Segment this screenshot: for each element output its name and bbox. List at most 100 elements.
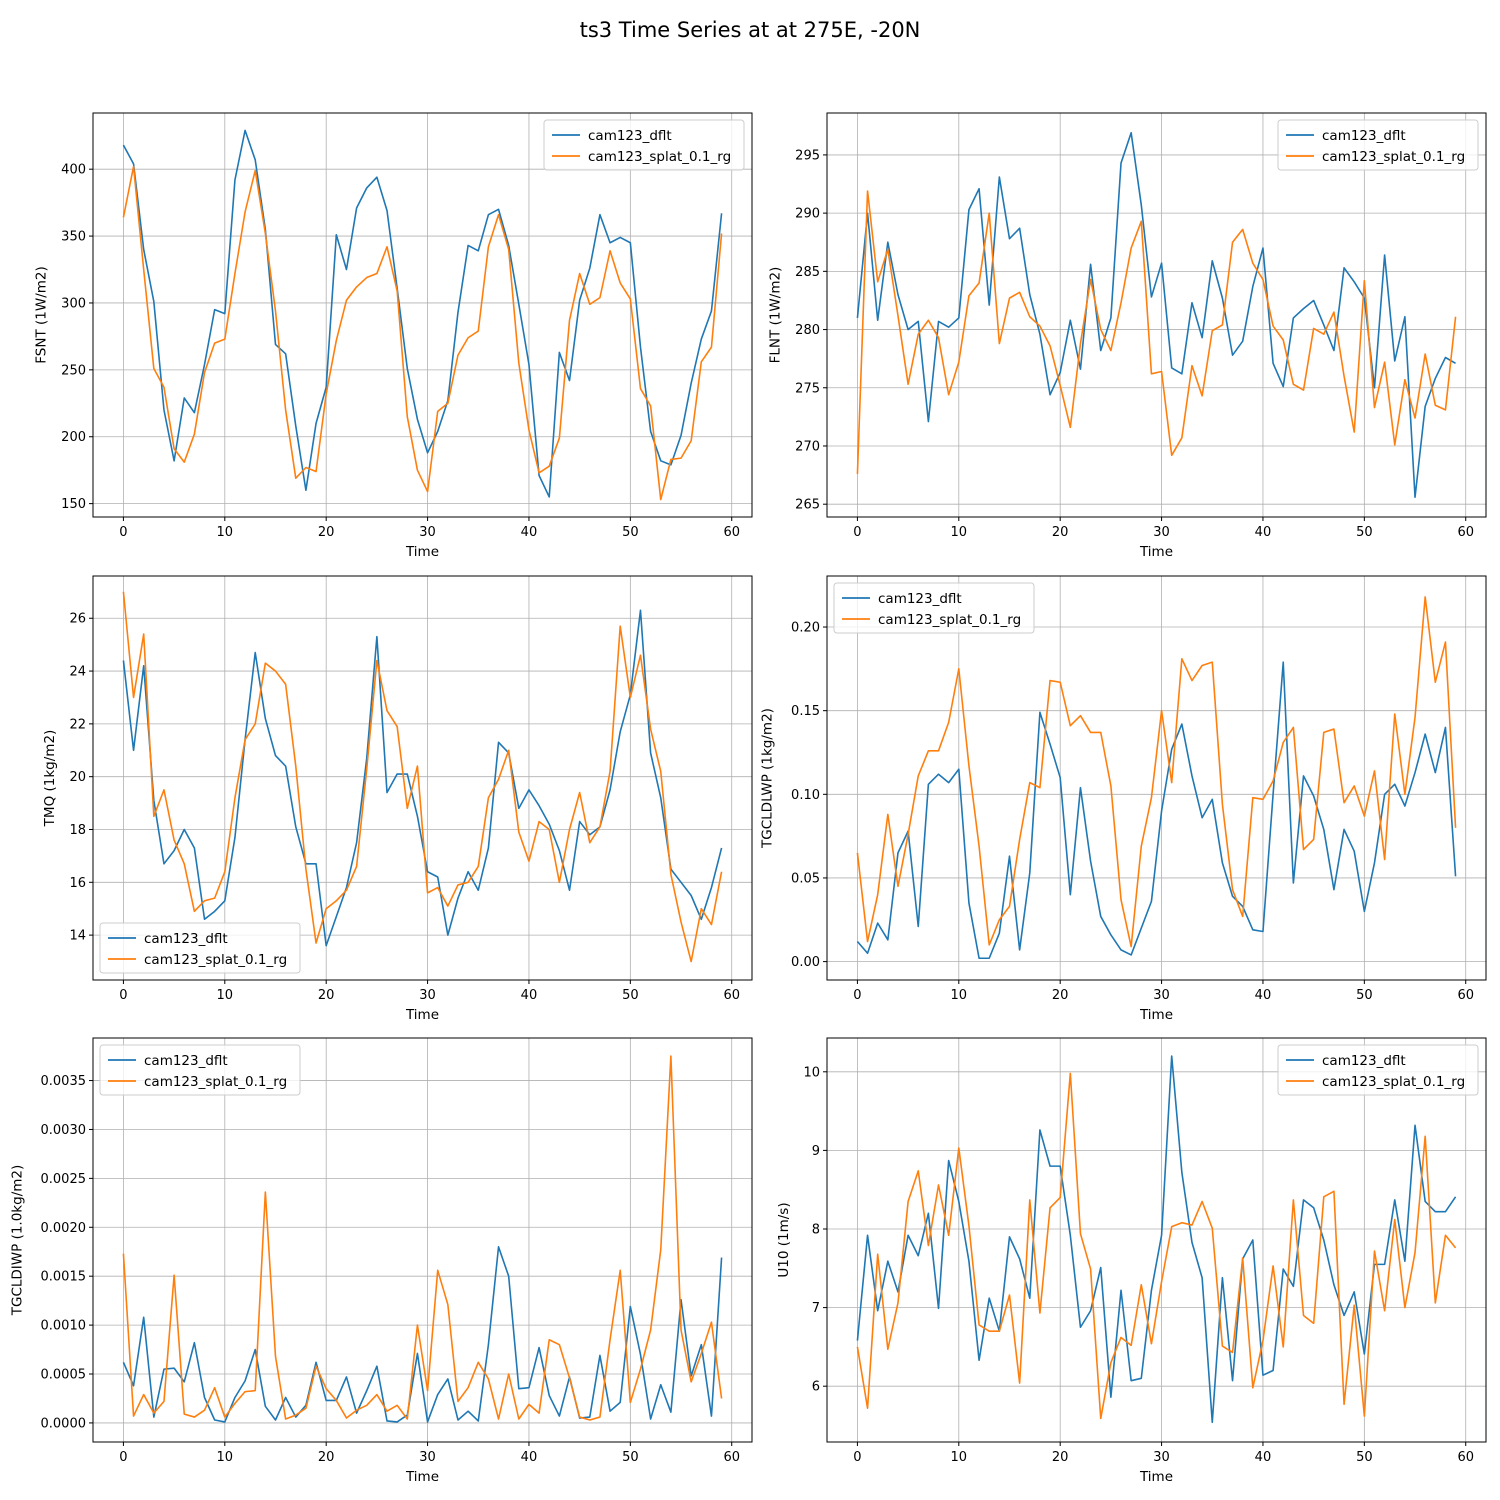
chart-2-xtick-label: 0: [853, 525, 861, 540]
chart-5-ytick-label: 0.0035: [41, 1074, 87, 1089]
chart-1-xtick-label: 20: [318, 525, 335, 540]
chart-4-xtick-label: 20: [1052, 988, 1069, 1003]
chart-1-ylabel: FSNT (1W/m2): [34, 266, 50, 364]
chart-3-xtick-label: 10: [217, 988, 234, 1003]
chart-1-ytick-label: 350: [61, 230, 86, 245]
chart-2-series-2-line: [856, 190, 1457, 474]
chart-5-legend: cam123_dflt cam123_splat_0.1_rg: [99, 1044, 301, 1096]
chart-6-ytick-label: 9: [812, 1144, 820, 1159]
chart-5-ylabel: TGCLDIWP (1.0kg/m2): [9, 1165, 25, 1317]
subplot-tmq: 0 10 20 30 40 50 60 14 16 18 20 22 24 26 Time TMQ (1kg/…: [42, 575, 753, 1023]
chart-4-xtick-label: 50: [1356, 988, 1373, 1003]
chart-3-xtick-label: 0: [119, 988, 127, 1003]
figure-title: ts3 Time Series at at 275E, -20N: [580, 18, 921, 42]
chart-1-xtick-label: 10: [217, 525, 234, 540]
chart-6-xtick-label: 50: [1356, 1450, 1373, 1465]
chart-3-ytick-label: 14: [69, 929, 86, 944]
chart-1-legend-label-2: cam123_splat_0.1_rg: [588, 149, 731, 165]
chart-2-xtick-label: 50: [1356, 525, 1373, 540]
chart-3-legend: cam123_dflt cam123_splat_0.1_rg: [99, 922, 301, 974]
chart-5-xlabel: Time: [405, 1469, 439, 1485]
chart-2-legend-box: [1277, 119, 1479, 171]
chart-4-ytick-label: 0.10: [791, 788, 820, 803]
chart-2-legend: cam123_dflt cam123_splat_0.1_rg: [1277, 119, 1479, 171]
chart-4-ylabel: TGCLDLWP (1kg/m2): [760, 708, 776, 849]
chart-1-ytick-label: 200: [61, 430, 86, 445]
chart-1-legend-box: [543, 119, 745, 171]
chart-6-legend-label-1: cam123_dflt: [1322, 1053, 1406, 1069]
chart-6-xtick-label: 30: [1153, 1450, 1170, 1465]
chart-5-xtick-label: 20: [318, 1450, 335, 1465]
chart-2-xtick-label: 60: [1457, 525, 1474, 540]
chart-3-ytick-label: 18: [69, 823, 86, 838]
chart-3-series-1-line: [122, 609, 723, 947]
chart-4-xtick-label: 40: [1255, 988, 1272, 1003]
chart-5-xtick-label: 40: [521, 1450, 538, 1465]
chart-3-xlabel: Time: [405, 1007, 439, 1023]
chart-2-xtick-label: 10: [951, 525, 968, 540]
chart-6-axes-frame: [826, 1037, 1487, 1443]
chart-1-ytick-label: 300: [61, 296, 86, 311]
chart-6-ytick-label: 6: [812, 1380, 820, 1395]
chart-5-ytick-label: 0.0015: [41, 1270, 87, 1285]
chart-4-legend-label-2: cam123_splat_0.1_rg: [878, 612, 1021, 628]
chart-2-ytick-label: 280: [795, 323, 820, 338]
chart-2-legend-label-2: cam123_splat_0.1_rg: [1322, 149, 1465, 165]
chart-5-xtick-label: 60: [723, 1450, 740, 1465]
chart-5-ytick-label: 0.0010: [41, 1319, 87, 1334]
chart-2-legend-label-1: cam123_dflt: [1322, 128, 1406, 144]
chart-5-legend-label-2: cam123_splat_0.1_rg: [144, 1074, 287, 1090]
chart-6-xtick-label: 60: [1457, 1450, 1474, 1465]
chart-6-legend-label-2: cam123_splat_0.1_rg: [1322, 1074, 1465, 1090]
chart-1-xtick-label: 30: [419, 525, 436, 540]
subplot-fsnt: 0 10 20 30 40 50 60 150 200 250 300 350 400 Time FSNT …: [34, 112, 753, 560]
chart-6-legend: cam123_dflt cam123_splat_0.1_rg: [1277, 1044, 1479, 1096]
chart-5-xtick-label: 50: [622, 1450, 639, 1465]
chart-6-xtick-label: 20: [1052, 1450, 1069, 1465]
chart-2-series-1-line: [856, 131, 1456, 499]
chart-6-ytick-label: 8: [812, 1222, 820, 1237]
chart-3-xtick-label: 40: [521, 988, 538, 1003]
chart-1-axes-frame: [92, 112, 753, 518]
chart-2-xlabel: Time: [1139, 544, 1173, 560]
chart-3-xtick-label: 30: [419, 988, 436, 1003]
subplot-u10: 0 10 20 30 40 50 60 6 7 8 9 10 Time U10 (1m/s) cam123_…: [776, 1037, 1487, 1485]
chart-6-xtick-label: 10: [951, 1450, 968, 1465]
chart-3-ytick-label: 22: [69, 717, 86, 732]
chart-3-legend-box: [99, 922, 301, 974]
chart-3-ytick-label: 16: [69, 876, 86, 891]
chart-5-legend-box: [99, 1044, 301, 1096]
chart-4-legend: cam123_dflt cam123_splat_0.1_rg: [833, 582, 1035, 634]
chart-4-legend-box: [833, 582, 1035, 634]
chart-2-ytick-label: 285: [795, 265, 820, 280]
chart-6-series-2-line: [856, 1072, 1457, 1420]
chart-4-ytick-label: 0.05: [791, 871, 820, 886]
chart-1-xlabel: Time: [405, 544, 439, 560]
chart-5-xtick-label: 0: [119, 1450, 127, 1465]
chart-5-ytick-label: 0.0000: [41, 1416, 87, 1431]
chart-1-ytick-label: 400: [61, 163, 86, 178]
chart-5-ytick-label: 0.0030: [41, 1123, 87, 1138]
subplot-tgcldiwp: 0 10 20 30 40 50 60 0.0000 0.0005 0.0010 0.0015 0.0…: [9, 1037, 753, 1485]
chart-6-ytick-label: 7: [812, 1301, 820, 1316]
chart-1-xtick-label: 60: [723, 525, 740, 540]
chart-3-ytick-label: 20: [69, 770, 86, 785]
chart-3-series-2-line: [122, 591, 723, 963]
chart-2-xtick-label: 40: [1255, 525, 1272, 540]
chart-2-ylabel: FLNT (1W/m2): [768, 267, 784, 364]
chart-6-xlabel: Time: [1139, 1469, 1173, 1485]
chart-1-legend-label-1: cam123_dflt: [588, 128, 672, 144]
chart-1-series-2-line: [122, 165, 723, 501]
chart-1-legend: cam123_dflt cam123_splat_0.1_rg: [543, 119, 745, 171]
chart-3-ytick-label: 24: [69, 665, 86, 680]
chart-4-axes-frame: [826, 575, 1487, 981]
chart-5-series-2-line: [122, 1055, 723, 1421]
chart-3-xtick-label: 20: [318, 988, 335, 1003]
chart-4-xtick-label: 0: [853, 988, 861, 1003]
chart-6-ytick-label: 10: [803, 1065, 820, 1080]
chart-4-legend-label-1: cam123_dflt: [878, 591, 962, 607]
chart-3-ytick-label: 26: [69, 612, 86, 627]
chart-3-xtick-label: 60: [723, 988, 740, 1003]
chart-5-ytick-label: 0.0005: [41, 1368, 87, 1383]
